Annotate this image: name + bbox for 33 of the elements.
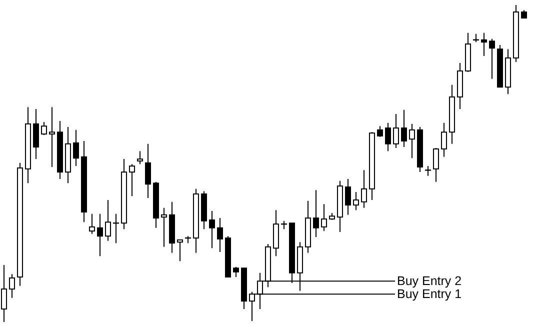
candlestick [345, 178, 351, 216]
candlestick [313, 190, 319, 238]
candlestick [177, 239, 183, 262]
candlestick [353, 192, 359, 211]
candlestick [97, 213, 103, 257]
candlestick [361, 170, 367, 208]
candlestick [409, 123, 415, 159]
candlestick [9, 274, 15, 298]
candlestick [105, 199, 111, 242]
candlestick [89, 213, 95, 234]
ref-line-label: Buy Entry 2 [397, 274, 462, 288]
candlestick [377, 126, 383, 138]
candlestick [129, 164, 135, 197]
candlestick [321, 204, 327, 232]
candlestick [33, 108, 39, 160]
candlestick [441, 122, 447, 158]
candlestick [209, 210, 215, 249]
candlestick [481, 32, 487, 57]
candlestick [385, 122, 391, 152]
candlestick [41, 121, 47, 136]
candlestick [489, 38, 495, 80]
candlestick [137, 150, 143, 165]
candlestick [73, 129, 79, 167]
candlestick [145, 143, 151, 199]
candlestick [233, 266, 239, 278]
candlestick [217, 218, 223, 252]
candlestick [49, 106, 55, 168]
candlestick [401, 109, 407, 148]
candlestick [393, 114, 399, 148]
ref-line-label: Buy Entry 1 [397, 287, 462, 302]
candlestick [433, 147, 439, 182]
candlestick [1, 264, 7, 322]
candlestick [161, 207, 167, 248]
